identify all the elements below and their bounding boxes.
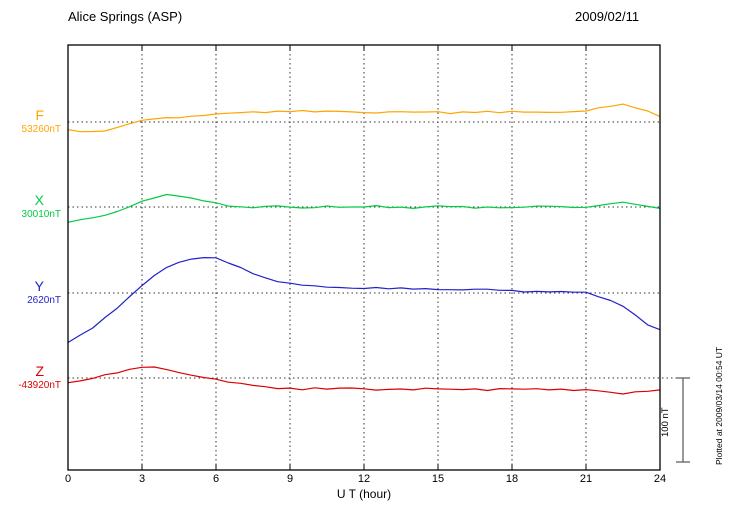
x-tick-label: 12 <box>357 473 371 485</box>
series-base-value-Y: 2620nT <box>27 295 61 306</box>
x-tick-label: 3 <box>138 473 146 485</box>
x-tick-label: 9 <box>286 473 294 485</box>
series-letter-F: F <box>35 107 44 123</box>
series-label-Y: Y 2620nT <box>0 279 62 307</box>
series-label-X: X 30010nT <box>0 193 62 221</box>
x-tick-label: 15 <box>431 473 445 485</box>
x-tick-label: 0 <box>64 473 72 485</box>
scale-bar-label: 100 nT <box>660 407 671 437</box>
x-axis-label: U T (hour) <box>336 487 392 501</box>
x-tick-label: 18 <box>505 473 519 485</box>
station-title: Alice Springs (ASP) <box>68 9 183 24</box>
series-base-value-X: 30010nT <box>21 209 61 220</box>
date-label: 2009/02/11 <box>575 9 640 24</box>
series-letter-Z: Z <box>35 363 44 379</box>
series-base-value-Z: -43920nT <box>18 380 61 391</box>
series-letter-Y: Y <box>34 278 44 294</box>
series-base-value-F: 53260nT <box>21 124 61 135</box>
plotted-at-note: Plotted at 2009/03/14 00:54 UT <box>714 346 724 465</box>
series-label-Z: Z -43920nT <box>0 364 62 392</box>
x-tick-label: 6 <box>212 473 220 485</box>
x-tick-label: 21 <box>579 473 593 485</box>
series-letter-X: X <box>34 192 44 208</box>
series-label-F: F 53260nT <box>0 108 62 136</box>
x-tick-label: 24 <box>653 473 667 485</box>
